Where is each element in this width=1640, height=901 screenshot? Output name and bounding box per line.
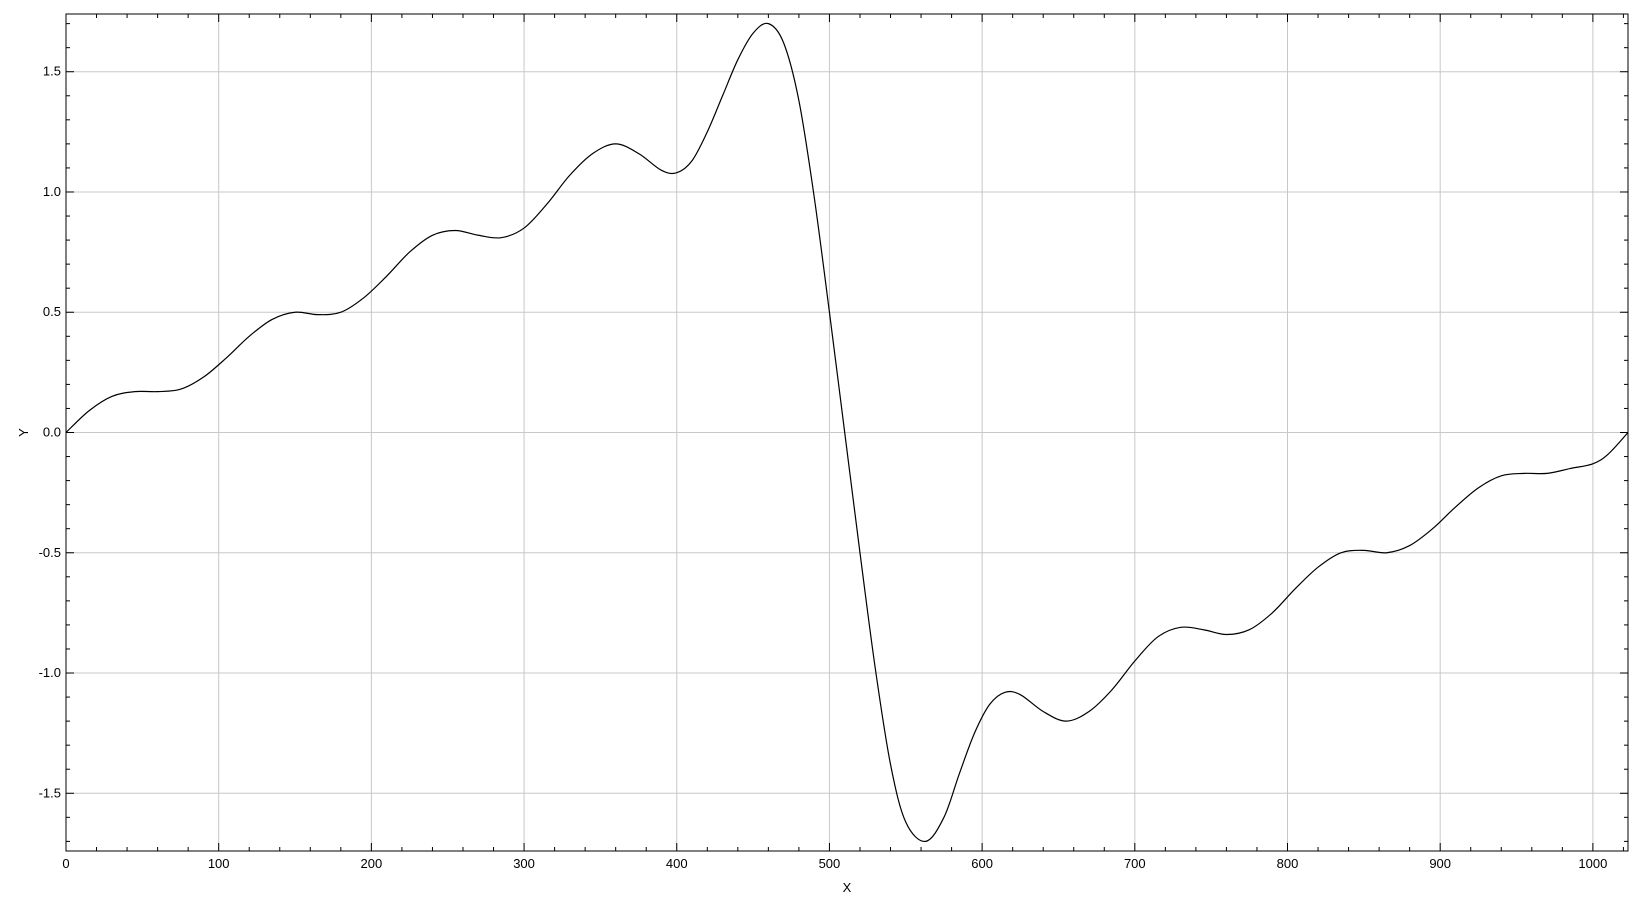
major-ticks [65, 14, 1628, 851]
y-tick-label: 1.0 [43, 184, 61, 199]
y-tick-label: 0.0 [43, 425, 61, 440]
x-tick-label: 0 [62, 856, 69, 871]
grid-lines [65, 14, 1628, 851]
x-tick-label: 700 [1124, 856, 1146, 871]
x-tick-label: 900 [1429, 856, 1451, 871]
x-tick-label: 400 [666, 856, 688, 871]
y-tick-label: 0.5 [43, 304, 61, 319]
y-tick-label: -1.5 [39, 785, 61, 800]
x-tick-label: 500 [819, 856, 841, 871]
plot-frame [65, 13, 1629, 852]
x-tick-labels: 0 100 200 300 400 500 600 700 800 900 1000 [62, 856, 1607, 871]
x-tick-label: 600 [971, 856, 993, 871]
y-tick-label: -1.0 [39, 665, 61, 680]
series-line [65, 22, 1629, 842]
x-tick-label: 800 [1277, 856, 1299, 871]
y-tick-label: -0.5 [39, 545, 61, 560]
minor-ticks [66, 14, 1628, 851]
x-tick-label: 300 [513, 856, 535, 871]
x-axis-label: X [843, 880, 852, 895]
x-tick-label: 200 [361, 856, 383, 871]
y-axis-label: Y [16, 428, 31, 437]
y-tick-labels: 1.5 1.0 0.5 0.0 -0.5 -1.0 -1.5 [39, 64, 61, 801]
x-tick-label: 100 [208, 856, 230, 871]
x-tick-label: 1000 [1578, 856, 1607, 871]
y-tick-label: 1.5 [43, 64, 61, 79]
